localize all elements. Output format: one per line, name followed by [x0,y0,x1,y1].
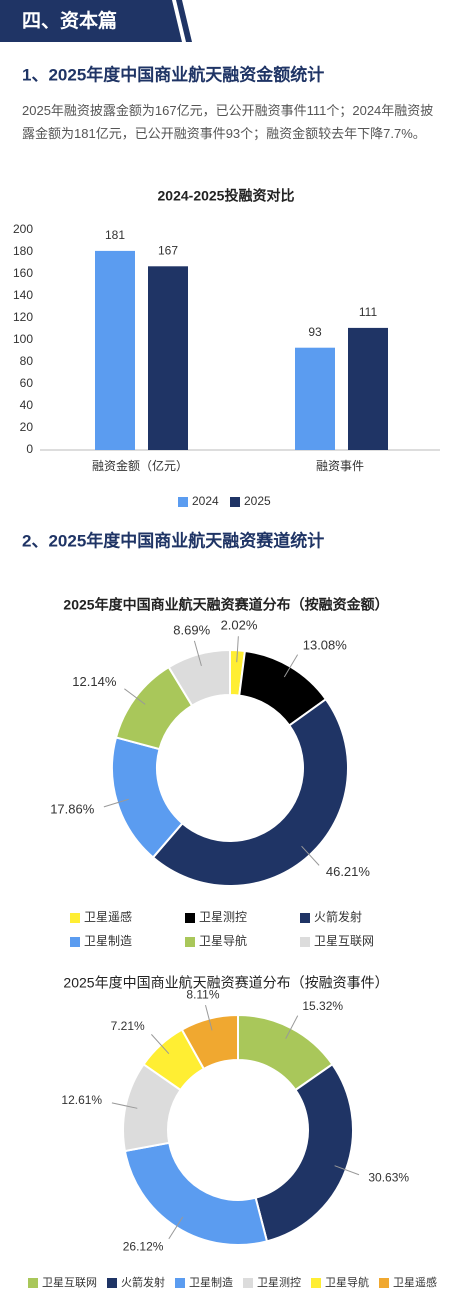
legend-swatch [185,937,195,947]
legend-label: 火箭发射 [121,1275,165,1289]
data-label: 13.08% [303,637,348,652]
data-label: 12.61% [61,1093,102,1107]
y-tick-label: 20 [20,420,34,434]
data-label: 7.21% [111,1019,145,1033]
data-label: 93 [308,325,322,339]
legend-label: 火箭发射 [314,909,362,924]
data-label: 46.21% [326,864,371,879]
leader-line [151,1034,170,1055]
y-tick-label: 160 [13,266,33,280]
chart-title: 2025年度中国商业航天融资赛道分布（按融资金额） [63,597,388,613]
section-title: 2、2025年度中国商业航天融资赛道统计 [22,530,324,550]
leader-line [301,845,320,866]
y-tick-label: 80 [20,354,34,368]
data-label: 8.11% [186,988,219,1002]
legend-swatch [300,913,310,923]
data-label: 2.02% [221,618,258,633]
data-label: 15.32% [302,999,343,1013]
header-title: 四、资本篇 [22,9,117,32]
donut-slice [167,648,231,707]
bar [148,266,188,450]
data-label: 30.63% [368,1170,409,1184]
data-label: 111 [359,305,378,319]
leader-line [193,640,202,667]
legend-swatch [107,1278,117,1288]
leader-line [285,1015,299,1039]
leader-line [205,1005,213,1031]
legend-swatch [178,497,188,507]
y-tick-label: 180 [13,244,33,258]
donut-slice [254,1062,354,1243]
legend-label: 卫星导航 [199,933,247,948]
legend-label: 2025 [244,494,271,508]
x-tick-label: 融资金额（亿元） [92,458,188,473]
legend-swatch [185,913,195,923]
y-tick-label: 120 [13,310,33,324]
header-stripe [176,0,192,42]
leader-line [111,1102,138,1109]
legend-swatch [300,937,310,947]
legend-label: 卫星制造 [189,1275,233,1289]
leader-line [103,798,129,808]
leader-line [236,636,239,663]
y-tick-label: 200 [13,222,33,236]
chart-title: 2024-2025投融资对比 [158,188,295,204]
legend-label: 卫星互联网 [314,934,374,948]
leader-line [124,688,146,705]
y-tick-label: 60 [20,376,34,390]
donut-slice [151,697,349,887]
section-title: 1、2025年度中国商业航天融资金额统计 [22,64,324,84]
x-tick-label: 融资事件 [316,459,364,473]
legend-label: 卫星互联网 [42,1276,97,1289]
data-label: 167 [158,243,178,257]
legend-label: 卫星测控 [199,910,247,924]
y-tick-label: 40 [20,398,34,412]
bar [295,347,335,450]
leader-line [334,1165,360,1176]
legend-label: 卫星遥感 [393,1276,437,1289]
legend-label: 卫星测控 [257,1275,301,1289]
legend-swatch [70,913,80,923]
legend-swatch [175,1278,185,1288]
legend-swatch [70,937,80,947]
y-tick-label: 140 [13,288,33,302]
data-label: 8.69% [173,623,210,638]
legend-label: 卫星导航 [325,1275,369,1289]
legend-label: 卫星遥感 [84,909,132,924]
y-tick-label: 100 [13,332,33,346]
legend-label: 卫星制造 [84,934,132,948]
y-tick-label: 0 [26,442,33,456]
legend-swatch [379,1278,389,1288]
legend-swatch [230,497,240,507]
bar [348,327,388,450]
data-label: 181 [105,228,125,242]
donut-slice [180,1013,239,1071]
data-label: 12.14% [72,674,117,689]
data-label: 26.12% [123,1239,164,1253]
legend-swatch [311,1278,321,1288]
paragraph: 2025年融资披露金额为167亿元，已公开融资事件111个；2024年融资披露金… [22,103,434,141]
legend-swatch [243,1278,253,1288]
leader-line [283,654,299,678]
legend-label: 2024 [192,494,219,508]
legend-swatch [28,1278,38,1288]
data-label: 17.86% [50,801,95,816]
header-banner [0,0,182,42]
bar [95,250,135,450]
chart-title: 2025年度中国商业航天融资赛道分布（按融资事件） [63,975,388,991]
donut-slice [123,1141,269,1246]
leader-line [168,1216,184,1240]
